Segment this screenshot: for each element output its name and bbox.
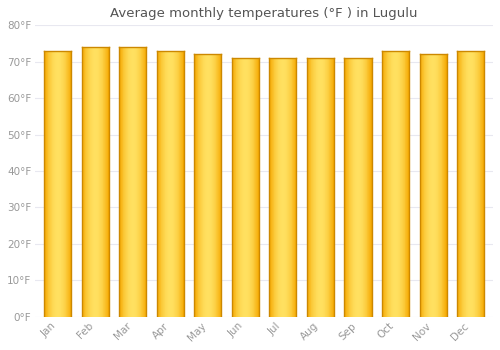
Title: Average monthly temperatures (°F ) in Lugulu: Average monthly temperatures (°F ) in Lu… [110, 7, 418, 20]
